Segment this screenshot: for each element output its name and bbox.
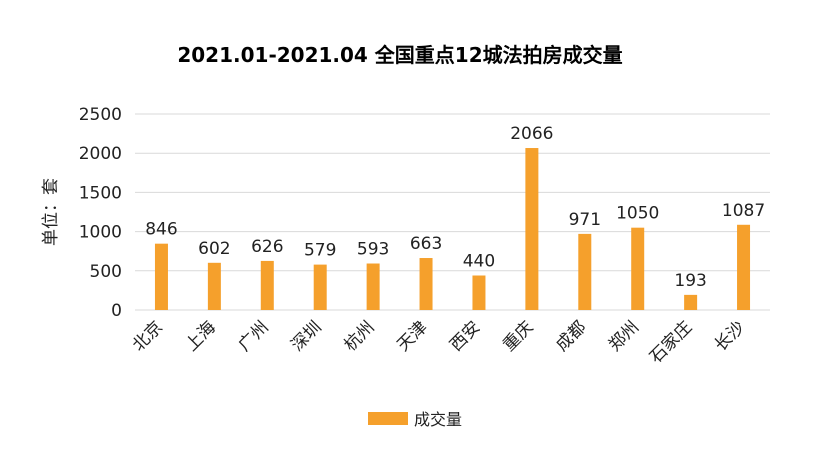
bar bbox=[684, 294, 698, 310]
bar bbox=[525, 148, 539, 310]
data-label: 593 bbox=[357, 240, 389, 260]
bar bbox=[207, 262, 221, 310]
x-category-label: 郑州 bbox=[605, 317, 643, 355]
bar bbox=[631, 227, 645, 310]
bar bbox=[154, 243, 168, 310]
x-axis-categories: 北京 上海 广州 深圳 杭州 天津 西安 重庆 成都 郑州 石家庄 长沙 bbox=[129, 317, 749, 367]
x-category-label: 杭州 bbox=[340, 317, 378, 355]
data-label: 2066 bbox=[510, 124, 553, 144]
y-tick-label: 1000 bbox=[79, 223, 122, 243]
y-tick-label: 2500 bbox=[79, 105, 122, 125]
data-label: 193 bbox=[674, 271, 706, 291]
x-category-label: 西安 bbox=[446, 317, 484, 355]
data-label: 626 bbox=[251, 237, 283, 257]
x-category-label: 广州 bbox=[235, 317, 273, 355]
x-category-label: 石家庄 bbox=[646, 317, 696, 367]
x-category-label: 长沙 bbox=[711, 317, 749, 355]
x-category-label: 成都 bbox=[552, 317, 590, 355]
legend-label: 成交量 bbox=[414, 410, 462, 429]
x-category-label: 北京 bbox=[129, 317, 167, 355]
bar bbox=[313, 264, 327, 310]
gridlines bbox=[135, 113, 770, 311]
bar bbox=[472, 275, 486, 310]
bar bbox=[419, 258, 433, 310]
bar bbox=[578, 233, 592, 310]
bar bbox=[260, 260, 274, 310]
bar bbox=[366, 263, 380, 310]
data-label: 1050 bbox=[616, 204, 659, 224]
chart-title: 2021.01-2021.04 全国重点12城法拍房成交量 bbox=[177, 43, 622, 67]
data-label: 846 bbox=[145, 220, 177, 240]
data-label: 602 bbox=[198, 239, 230, 259]
y-tick-label: 500 bbox=[90, 262, 122, 282]
x-category-label: 天津 bbox=[393, 317, 431, 355]
data-label: 663 bbox=[410, 234, 442, 254]
bars bbox=[154, 148, 751, 310]
legend: 成交量 bbox=[368, 410, 462, 429]
y-tick-label: 0 bbox=[111, 301, 122, 321]
y-tick-label: 1500 bbox=[79, 183, 122, 203]
bar bbox=[737, 224, 751, 310]
y-axis-label: 单位：套 bbox=[41, 178, 61, 246]
y-tick-label: 2000 bbox=[79, 144, 122, 164]
data-label: 971 bbox=[569, 210, 601, 230]
x-category-label: 重庆 bbox=[499, 317, 537, 355]
data-labels: 846 602 626 579 593 663 440 2066 971 1050 193 1087 bbox=[145, 124, 765, 291]
x-category-label: 深圳 bbox=[288, 317, 326, 355]
x-category-label: 上海 bbox=[182, 317, 220, 355]
data-label: 1087 bbox=[722, 201, 765, 221]
data-label: 579 bbox=[304, 241, 336, 261]
data-label: 440 bbox=[463, 252, 495, 272]
y-axis-ticks: 0 500 1000 1500 2000 2500 bbox=[79, 105, 122, 321]
legend-swatch bbox=[368, 412, 408, 425]
